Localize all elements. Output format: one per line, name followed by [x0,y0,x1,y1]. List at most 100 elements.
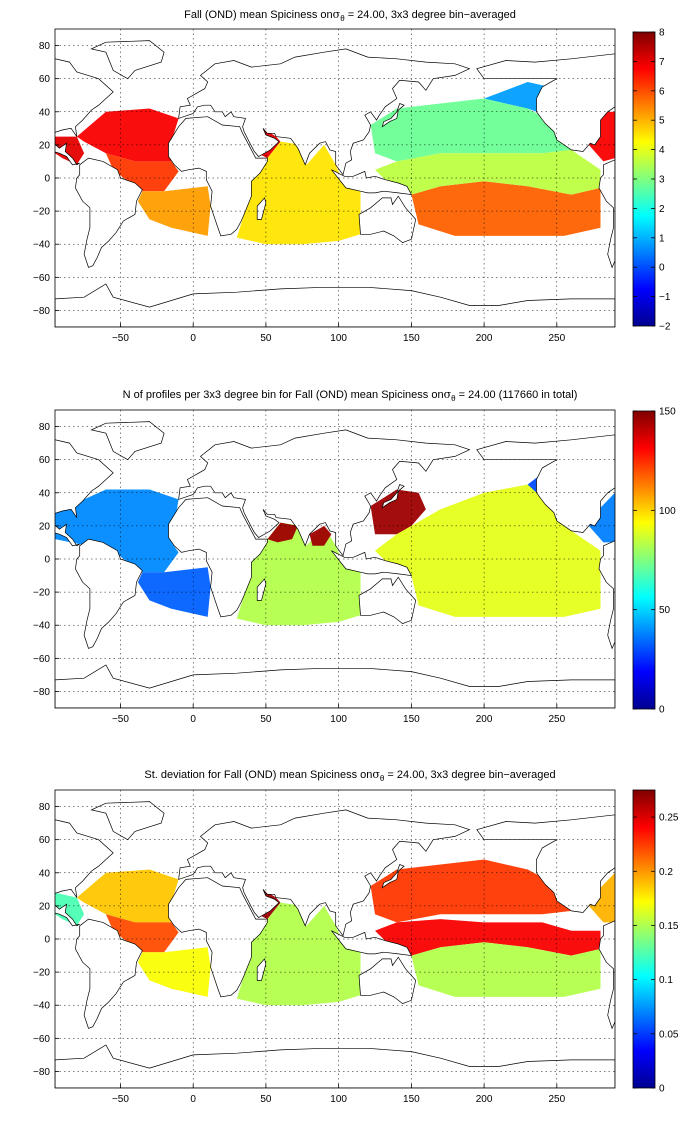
y-tick-label: −60 [33,1034,50,1045]
coastline [381,103,405,128]
data-region-patch [375,149,601,195]
colorbar-tick-label: 7 [659,57,665,68]
x-tick-label: 250 [548,333,565,344]
y-tick-label: 40 [39,107,51,118]
y-tick-label: −80 [33,306,50,317]
coastline [178,429,471,557]
y-tick-label: −40 [33,621,50,632]
coastline [358,956,417,1004]
y-tick-label: 20 [39,140,51,151]
x-tick-label: 100 [330,333,347,344]
data-region-patch [55,136,85,165]
y-tick-label: 0 [44,935,50,946]
map-area [55,801,615,1088]
data-region-patch [105,914,179,953]
colorbar-tick-label: 0.05 [659,1029,679,1040]
data-region-patch [375,919,601,956]
coastline [381,864,405,889]
data-region-patch [370,98,572,162]
colorbar-tick-label: −2 [659,322,671,333]
y-tick-label: 80 [39,422,51,433]
coastline [256,197,267,220]
data-region-patch [370,489,426,535]
y-tick-label: 60 [39,74,51,85]
data-region-patch [105,153,179,192]
colorbar-ticks: 0.25 0.2 0.15 0.1 0.05 0 [633,813,679,1095]
x-tick-label: 100 [330,1094,347,1105]
colorbar-ticks: 8 7 6 5 4 3 2 1 0 −1 −2 [633,28,671,333]
data-region-patch [76,869,179,923]
x-tick-label: 50 [260,714,272,725]
colorbar-tick-label: 5 [659,116,665,127]
colorbar-tick-label: 2 [659,204,665,215]
coastline [358,576,417,624]
colorbar-tick-label: 6 [659,86,665,97]
coastline [256,958,267,981]
y-tick-label: −20 [33,968,50,979]
map-area [55,421,615,708]
x-tick-label: 150 [403,1094,420,1105]
data-region-patch [236,141,361,245]
profile-count-panel: N of profiles per 3x3 degree bin for Fal… [33,388,676,725]
coastline [598,540,615,650]
y-tick-label: −20 [33,207,50,218]
x-tick-label: 0 [190,333,196,344]
coastline [331,169,413,196]
x-tick-label: 0 [190,1094,196,1105]
colorbar-tick-label: −1 [659,292,671,303]
y-tick-label: 20 [39,521,51,532]
mean-spiciness-panel: Fall (OND) mean Spiciness onσθ = 24.00, … [33,8,671,344]
coastline [55,1044,615,1088]
y-tick-label: −20 [33,588,50,599]
x-tick-label: 100 [330,714,347,725]
y-tick-label: 0 [44,555,50,566]
data-region-patch [370,859,572,923]
x-tick-label: 200 [476,714,493,725]
grid-lines [55,790,615,1088]
colorbar-tick-label: 0 [659,263,665,274]
x-tick-label: 250 [548,1094,565,1105]
y-tick-label: 0 [44,174,50,185]
y-tick-label: −40 [33,1001,50,1012]
colorbar-tick-label: 0.25 [659,813,679,824]
x-tick-label: −50 [112,333,129,344]
coastline [476,434,615,533]
panel-title: St. deviation for Fall (OND) mean Spicin… [144,768,555,783]
y-tick-label: −80 [33,1067,50,1078]
coastline [358,195,417,243]
colorbar [632,789,656,1089]
coastline [598,920,615,1030]
coastline [476,53,615,152]
data-region-patch [309,525,332,546]
colorbar-tick-label: 0.15 [659,921,679,932]
y-tick-label: 60 [39,835,51,846]
x-tick-label: 200 [476,1094,493,1105]
panel-title: N of profiles per 3x3 degree bin for Fal… [123,388,578,403]
data-region-patch [137,947,211,997]
data-region-patch [236,902,361,1006]
y-tick-label: 40 [39,868,51,879]
data-region-patch [55,892,85,926]
colorbar-tick-label: 8 [659,28,665,39]
data-regions [55,82,615,245]
y-tick-label: −60 [33,273,50,284]
coastline [90,801,165,841]
data-regions [55,859,615,1006]
coastline [598,159,615,269]
y-tick-label: 40 [39,488,51,499]
coastline [476,814,615,913]
data-region-patch [585,111,615,162]
grid-lines [55,29,615,327]
x-tick-label: 50 [260,333,272,344]
x-tick-label: −50 [112,1094,129,1105]
x-tick-label: 0 [190,714,196,725]
data-region-patch [137,186,211,236]
x-tick-label: 50 [260,1094,272,1105]
coastline [331,930,413,957]
y-tick-label: −40 [33,240,50,251]
coastline [381,484,405,509]
